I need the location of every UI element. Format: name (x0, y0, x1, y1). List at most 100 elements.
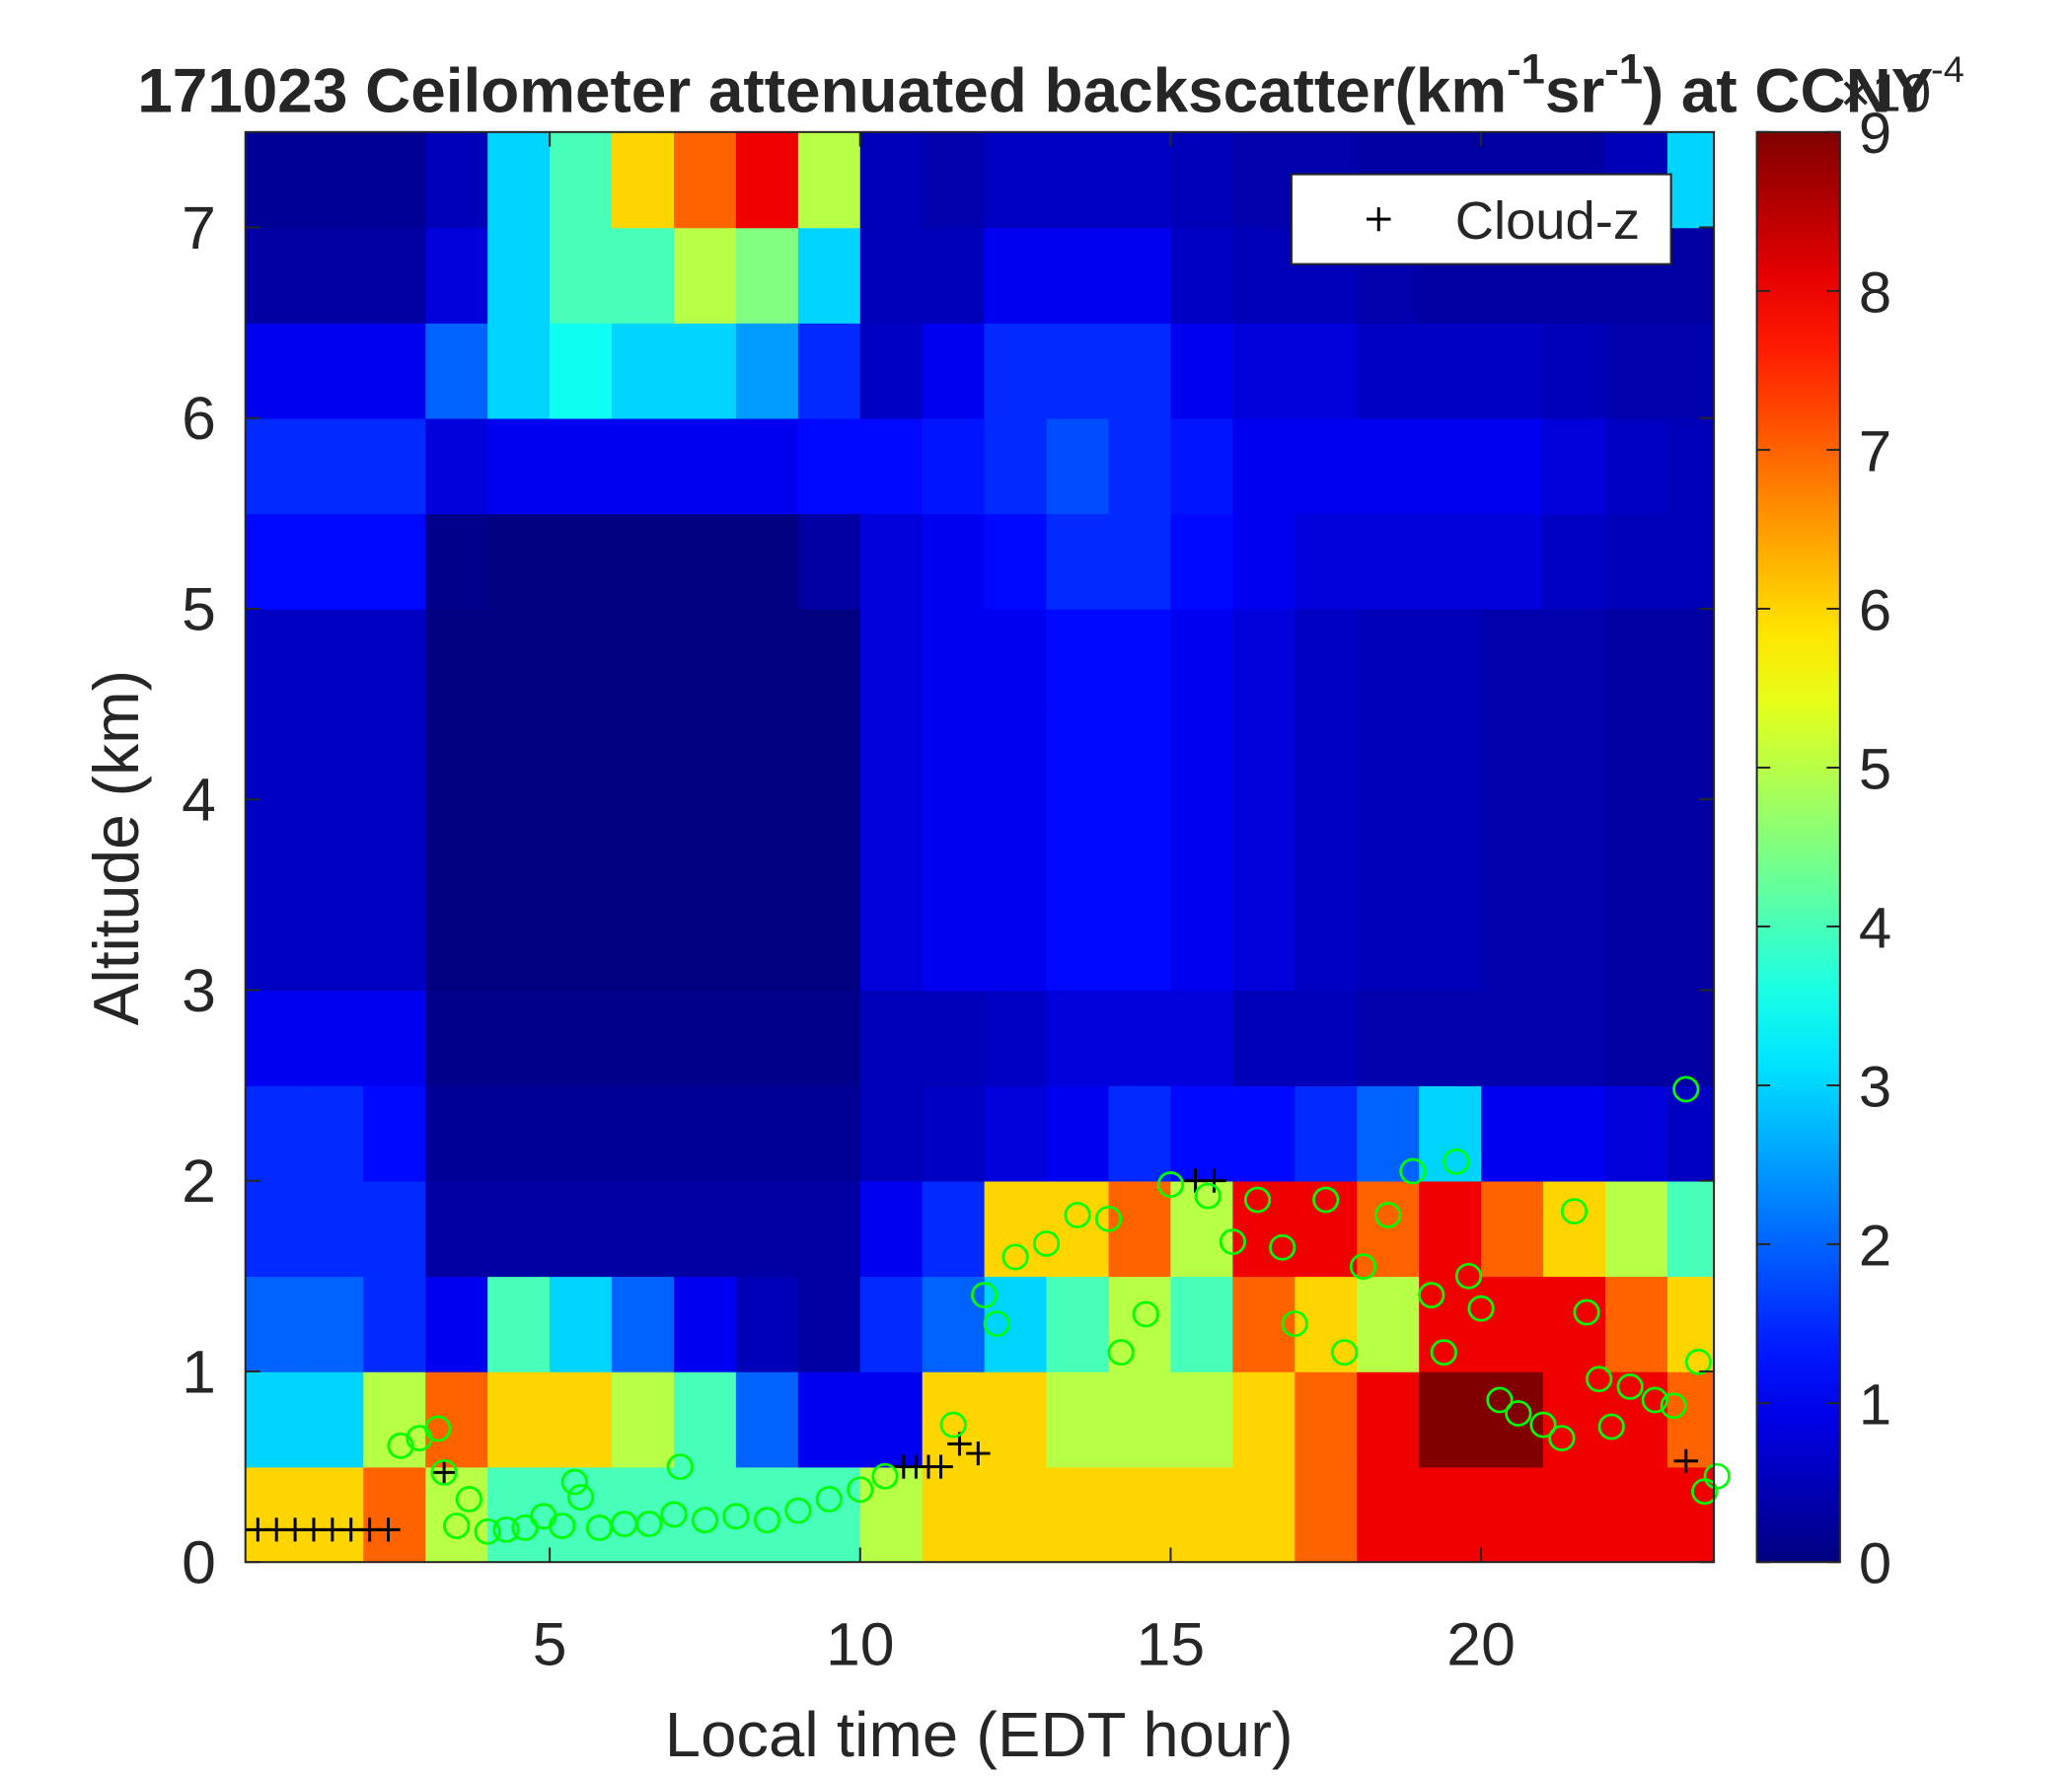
heat-cell (859, 513, 924, 610)
heat-cell (1604, 1466, 1668, 1563)
colorbar-tick-label: 9 (1859, 101, 1891, 166)
heat-cell (363, 513, 427, 610)
heat-cell (922, 1180, 986, 1278)
circle-marker (430, 1458, 458, 1486)
heat-cell (1543, 1466, 1606, 1563)
x-tick-label: 10 (826, 1611, 895, 1678)
cloud-marker (376, 1517, 401, 1542)
heat-cell (1604, 1085, 1668, 1182)
heat-cell (425, 1370, 488, 1468)
heat-cell (301, 1180, 365, 1278)
heat-cell (1046, 417, 1110, 515)
heat-cell (1170, 799, 1234, 896)
heat-cell (1419, 1370, 1482, 1468)
y-tick-label: 7 (182, 194, 216, 261)
colorbar-tick-label: 3 (1859, 1054, 1891, 1119)
heat-cell (245, 1370, 303, 1468)
heat-cell (550, 990, 613, 1086)
heat-cell (1419, 799, 1482, 896)
heat-cell (984, 1370, 1048, 1468)
heat-cell (550, 1276, 613, 1372)
heat-cell (735, 799, 799, 896)
heat-cell (425, 703, 488, 801)
colorbar-tick-label: 2 (1859, 1213, 1891, 1278)
circle-marker (983, 1310, 1010, 1338)
heat-cell (1357, 1085, 1420, 1182)
heat-cell (1295, 417, 1359, 515)
circle-marker (1467, 1295, 1495, 1322)
heat-cell (1232, 703, 1296, 801)
heat-cell (859, 1180, 924, 1278)
heat-cell (1419, 323, 1482, 419)
heat-cell (1046, 894, 1110, 992)
circle-marker (1548, 1425, 1576, 1451)
circle-marker (1505, 1400, 1532, 1427)
heat-cell (1481, 1276, 1544, 1372)
heat-cell (735, 1180, 799, 1278)
heat-cell (363, 1085, 427, 1182)
heat-cell (1357, 1466, 1420, 1563)
heat-cell (984, 1466, 1048, 1563)
heat-cell (1604, 1180, 1668, 1278)
heat-cell (245, 1085, 303, 1182)
heat-cell (1604, 417, 1668, 515)
circle-marker (1443, 1147, 1470, 1175)
heat-cell (1046, 1370, 1110, 1468)
heat-cell (363, 1180, 427, 1278)
heat-cell (1232, 227, 1296, 324)
heat-cell (363, 703, 427, 801)
heat-cell (673, 1180, 737, 1278)
colorbar-multiplier: ×10-4 (1840, 49, 1964, 122)
heat-cell (859, 417, 924, 515)
heat-cell (1666, 608, 1715, 705)
y-tick-label: 1 (182, 1339, 216, 1406)
circle-marker (1418, 1282, 1445, 1309)
heat-cell (1046, 1180, 1110, 1278)
heat-cell (1295, 1276, 1359, 1372)
legend-symbol (1367, 207, 1391, 232)
heat-cell (487, 227, 551, 324)
circle-marker (971, 1282, 999, 1309)
circle-marker (1001, 1243, 1029, 1271)
heat-cell (922, 1085, 986, 1182)
circle-marker (549, 1513, 576, 1539)
heat-cell (1419, 1180, 1482, 1278)
heat-cell (984, 227, 1048, 324)
heat-cell (1666, 131, 1715, 229)
heat-cell (1481, 703, 1544, 801)
heat-cell (550, 131, 613, 229)
heat-cell (1232, 990, 1296, 1086)
heat-cell (797, 1276, 861, 1372)
heat-cell (301, 417, 365, 515)
heat-cell (797, 1085, 861, 1182)
y-tick-label: 6 (182, 386, 216, 453)
heat-cell (922, 1370, 986, 1468)
heat-cell (301, 1276, 365, 1372)
heat-cell (1170, 131, 1234, 229)
heat-cell (1604, 323, 1668, 419)
circle-marker (1586, 1366, 1613, 1393)
heat-cell (922, 703, 986, 801)
heat-cell (1543, 1085, 1606, 1182)
heat-cell (1666, 1370, 1715, 1468)
plot-frame (244, 130, 1716, 1564)
heat-cell (1295, 990, 1359, 1086)
heat-cell (245, 131, 303, 229)
heat-cell (363, 990, 427, 1086)
heat-cell (922, 799, 986, 896)
heat-cell (1108, 1180, 1172, 1278)
circle-marker (455, 1486, 482, 1513)
heat-cell (1481, 417, 1544, 515)
heat-cell (245, 1180, 303, 1278)
circle-marker (847, 1476, 874, 1504)
heat-cell (363, 1276, 427, 1372)
circle-marker (1399, 1157, 1427, 1185)
heat-cell (673, 227, 737, 324)
heat-cell (425, 608, 488, 705)
heat-cell (673, 608, 737, 705)
heat-cell (1604, 513, 1668, 610)
heat-cell (1543, 608, 1606, 705)
colorbar-tick-label: 0 (1859, 1530, 1891, 1595)
title-sup: -1 (1604, 46, 1643, 94)
heat-cell (1543, 799, 1606, 896)
